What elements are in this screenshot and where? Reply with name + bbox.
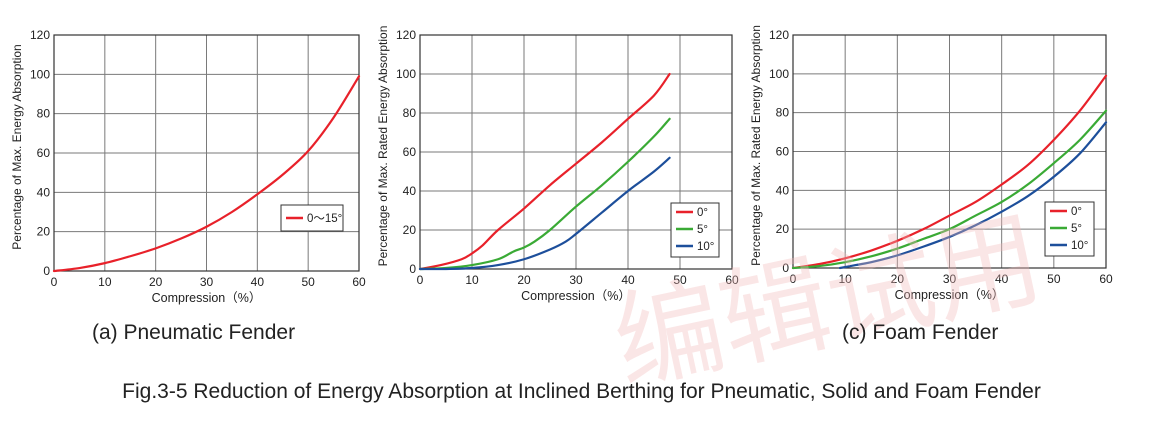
x-tick-label: 0 xyxy=(51,275,58,289)
x-tick-label: 20 xyxy=(517,273,531,287)
legend-label: 0〜15° xyxy=(307,213,342,225)
x-tick-label: 30 xyxy=(200,275,214,289)
y-tick-label: 40 xyxy=(403,184,417,198)
y-tick-label: 20 xyxy=(37,225,51,239)
legend-label: 0° xyxy=(1071,206,1082,218)
chart-panel-3: 0 10 20 30 40 50 60 0 20 40 60 80 100 120 Compression（… xyxy=(749,25,1113,302)
plot-frame xyxy=(419,34,733,270)
x-tick-label: 60 xyxy=(1099,272,1113,286)
y-tick-label: 40 xyxy=(37,185,51,199)
caption-pneumatic: (a) Pneumatic Fender xyxy=(92,321,296,344)
figure-caption: Fig.3-5 Reduction of Energy Absorption a… xyxy=(122,380,1041,403)
chart-panel-2: 0 10 20 30 40 50 60 0 20 40 60 80 100 120 Compression（… xyxy=(376,26,739,303)
y-tick-label: 60 xyxy=(776,145,790,159)
series-line-5 xyxy=(418,117,671,271)
legend-label: 5° xyxy=(697,224,708,236)
x-tick-label: 50 xyxy=(301,275,315,289)
y-tick-label: 100 xyxy=(396,67,416,81)
x-tick-label: 20 xyxy=(891,272,905,286)
x-axis-label: Compression（%） xyxy=(521,289,631,303)
legend: 0〜15° xyxy=(280,204,344,232)
series-line-10 xyxy=(838,121,1108,270)
x-tick-label: 20 xyxy=(149,275,163,289)
series-line-015 xyxy=(52,75,361,273)
series-line-0 xyxy=(418,72,671,271)
x-tick-label: 60 xyxy=(725,273,739,287)
y-axis-label: Percentage of Max. Energy Absorption xyxy=(10,44,24,249)
x-tick-label: 50 xyxy=(673,273,687,287)
legend: 0° 5° 10° xyxy=(670,202,720,258)
y-tick-label: 0 xyxy=(43,264,50,278)
series-line-5 xyxy=(791,109,1108,270)
y-tick-label: 20 xyxy=(403,223,417,237)
y-tick-label: 120 xyxy=(30,28,50,42)
y-tick-label: 20 xyxy=(776,222,790,236)
y-tick-label: 0 xyxy=(782,261,789,275)
y-tick-label: 100 xyxy=(30,67,50,81)
x-axis-label: Compression（%） xyxy=(895,288,1005,302)
y-tick-label: 80 xyxy=(776,106,790,120)
y-tick-label: 0 xyxy=(409,262,416,276)
caption-foam: (c) Foam Fender xyxy=(842,321,999,344)
legend: 0° 5° 10° xyxy=(1044,201,1095,257)
y-tick-label: 80 xyxy=(37,107,51,121)
x-tick-label: 40 xyxy=(621,273,635,287)
plot-frame xyxy=(792,34,1107,269)
y-tick-label: 60 xyxy=(37,146,51,160)
legend-label: 0° xyxy=(697,207,708,219)
y-tick-label: 80 xyxy=(403,106,417,120)
series-line-0 xyxy=(791,74,1108,270)
x-tick-label: 10 xyxy=(98,275,112,289)
x-tick-label: 40 xyxy=(995,272,1009,286)
y-tick-label: 40 xyxy=(776,183,790,197)
x-tick-label: 50 xyxy=(1047,272,1061,286)
x-tick-label: 0 xyxy=(417,273,424,287)
y-tick-label: 100 xyxy=(769,67,789,81)
y-tick-label: 120 xyxy=(396,28,416,42)
legend-label: 5° xyxy=(1071,223,1082,235)
legend-label: 10° xyxy=(697,241,714,253)
x-tick-label: 30 xyxy=(943,272,957,286)
x-tick-label: 30 xyxy=(569,273,583,287)
x-tick-label: 60 xyxy=(352,275,366,289)
x-tick-label: 40 xyxy=(251,275,265,289)
plot-frame xyxy=(53,34,360,272)
legend-label: 10° xyxy=(1071,240,1088,252)
y-axis-label: Percentage of Max. Rated Energy Absorpti… xyxy=(376,26,390,267)
chart-panel-1: 0 10 20 30 40 50 60 0 20 40 60 80 100 120 Compression（… xyxy=(10,28,366,305)
y-axis-label: Percentage of Max. Rated Energy Absorpti… xyxy=(749,25,763,266)
y-tick-label: 60 xyxy=(403,145,417,159)
x-axis-label: Compression（%） xyxy=(152,291,262,305)
x-tick-label: 10 xyxy=(838,272,852,286)
x-tick-label: 10 xyxy=(465,273,479,287)
y-tick-label: 120 xyxy=(769,28,789,42)
x-tick-label: 0 xyxy=(790,272,797,286)
series-line-10 xyxy=(418,156,671,271)
